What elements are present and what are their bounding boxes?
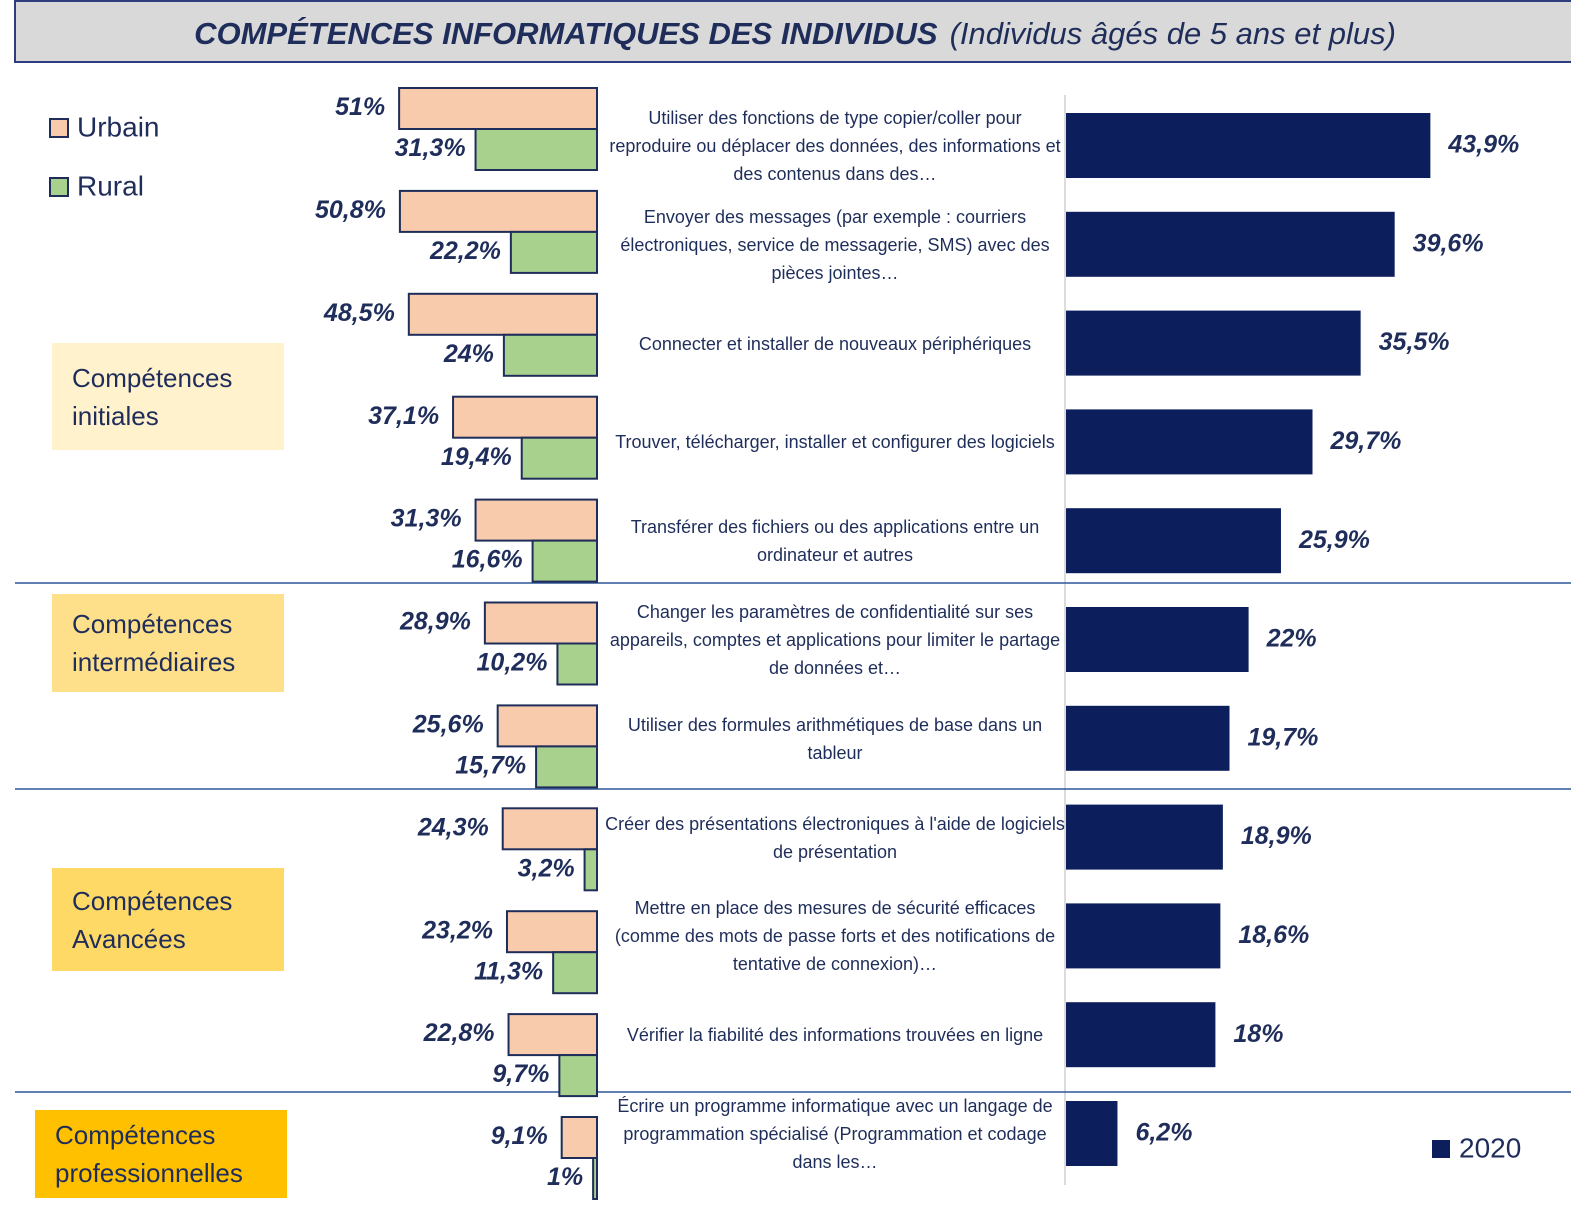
value-label: 24% bbox=[443, 340, 494, 368]
legend-label: 2020 bbox=[1459, 1132, 1521, 1163]
value-label: 9,1% bbox=[491, 1122, 548, 1150]
bar bbox=[531, 539, 598, 583]
value-label: 16,6% bbox=[452, 546, 523, 574]
bar bbox=[520, 436, 599, 480]
value-label: 25,6% bbox=[412, 711, 484, 739]
bar bbox=[552, 951, 599, 995]
value-label: 23,2% bbox=[421, 916, 493, 944]
bar bbox=[1066, 211, 1395, 277]
value-label: 3,2% bbox=[518, 854, 575, 882]
group-label: Compétences Avancées bbox=[52, 868, 284, 971]
bar bbox=[1066, 607, 1249, 672]
legend-swatch bbox=[49, 177, 69, 197]
bar bbox=[1066, 1101, 1118, 1166]
value-label: 22,8% bbox=[423, 1019, 495, 1047]
value-label: 22% bbox=[1266, 625, 1317, 653]
bar bbox=[535, 745, 598, 789]
bar bbox=[556, 642, 599, 686]
bar bbox=[398, 189, 598, 233]
bar bbox=[509, 230, 599, 274]
bar bbox=[560, 1116, 599, 1159]
value-label: 9,7% bbox=[492, 1060, 549, 1088]
value-label: 31,3% bbox=[395, 134, 466, 162]
value-label: 1% bbox=[547, 1163, 583, 1191]
legend-label: Rural bbox=[77, 170, 144, 201]
bar bbox=[502, 333, 599, 377]
legend-swatch bbox=[49, 118, 69, 138]
bar bbox=[474, 128, 598, 171]
chart-title: COMPÉTENCES INFORMATIQUES DES INDIVIDUS bbox=[194, 16, 938, 51]
category-label: Envoyer des messages (par exemple : cour… bbox=[620, 206, 1050, 283]
bar bbox=[398, 87, 598, 130]
legend-label: Urbain bbox=[77, 111, 159, 142]
bar bbox=[1066, 310, 1361, 376]
bar bbox=[505, 910, 599, 954]
bar bbox=[583, 848, 598, 892]
category-label: Utiliser des formules arithmétiques de b… bbox=[627, 714, 1043, 763]
bar bbox=[496, 704, 598, 748]
value-label: 18,9% bbox=[1241, 822, 1312, 850]
value-label: 15,7% bbox=[455, 752, 526, 780]
group-label: Compétences intermédiaires bbox=[52, 594, 284, 692]
category-label: Mettre en place des mesures de sécurité … bbox=[614, 898, 1056, 975]
value-label: 18% bbox=[1233, 1020, 1283, 1048]
bar bbox=[1066, 508, 1281, 574]
bar bbox=[558, 1054, 599, 1098]
value-label: 31,3% bbox=[391, 505, 462, 533]
bar bbox=[501, 807, 598, 851]
value-label: 19,7% bbox=[1248, 723, 1319, 751]
bar bbox=[1066, 409, 1313, 475]
bar bbox=[592, 1157, 598, 1200]
value-label: 22,2% bbox=[429, 237, 501, 265]
bar bbox=[507, 1013, 599, 1057]
category-label: Créer des présentations électroniques à … bbox=[605, 813, 1065, 862]
bar bbox=[452, 395, 598, 439]
value-label: 24,3% bbox=[417, 813, 489, 841]
value-label: 19,4% bbox=[441, 443, 512, 471]
legend-swatch bbox=[1432, 1140, 1450, 1158]
value-label: 35,5% bbox=[1379, 328, 1450, 356]
category-label: Changer les paramètres de confidentialit… bbox=[609, 602, 1061, 678]
bar bbox=[1066, 1002, 1216, 1068]
title-bar bbox=[14, 0, 1571, 63]
group-label: Compétences professionnelles bbox=[35, 1110, 287, 1198]
title-group: COMPÉTENCES INFORMATIQUES DES INDIVIDUS (… bbox=[194, 16, 1396, 51]
bar bbox=[1066, 804, 1223, 870]
bar bbox=[474, 498, 598, 542]
category-label: Utiliser des fonctions de type copier/co… bbox=[609, 108, 1061, 184]
chart-subtitle: (Individus âgés de 5 ans et plus) bbox=[950, 16, 1396, 51]
category-label: Trouver, télécharger, installer et confi… bbox=[615, 432, 1055, 453]
value-label: 51% bbox=[335, 93, 385, 121]
value-label: 37,1% bbox=[368, 402, 439, 430]
value-label: 6,2% bbox=[1135, 1119, 1192, 1147]
bar bbox=[1066, 903, 1221, 969]
bar bbox=[1066, 113, 1431, 178]
group-label: Compétences initiales bbox=[52, 343, 284, 450]
value-label: 43,9% bbox=[1447, 131, 1519, 159]
value-label: 11,3% bbox=[474, 957, 543, 985]
category-label: Transférer des fichiers ou des applicati… bbox=[630, 517, 1040, 566]
category-label: Connecter et installer de nouveaux périp… bbox=[638, 333, 1032, 354]
value-label: 10,2% bbox=[477, 649, 548, 677]
category-label: Écrire un programme informatique avec un… bbox=[617, 1096, 1053, 1172]
value-label: 48,5% bbox=[323, 299, 395, 327]
bar bbox=[483, 601, 599, 645]
bar bbox=[407, 292, 598, 336]
category-label: Vérifier la fiabilité des informations t… bbox=[626, 1025, 1044, 1046]
value-label: 29,7% bbox=[1330, 427, 1402, 455]
value-label: 25,9% bbox=[1298, 526, 1370, 554]
value-label: 28,9% bbox=[399, 608, 471, 636]
bar bbox=[1066, 705, 1230, 771]
value-label: 50,8% bbox=[315, 196, 386, 224]
value-label: 18,6% bbox=[1238, 921, 1309, 949]
value-label: 39,6% bbox=[1413, 229, 1484, 257]
